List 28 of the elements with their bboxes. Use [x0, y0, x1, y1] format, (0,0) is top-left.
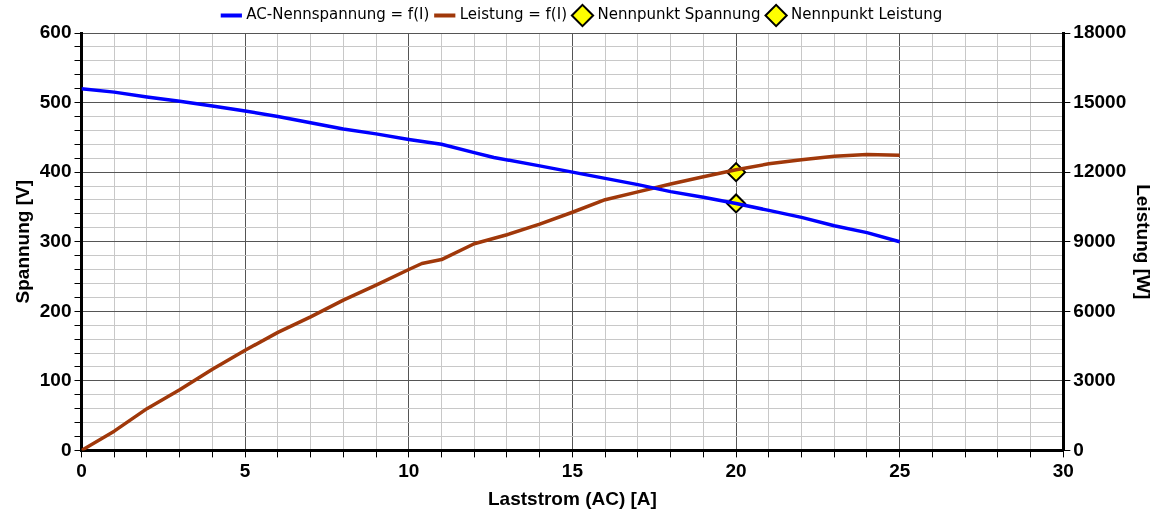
y-tick-label: 200	[39, 299, 72, 321]
y-axis-title: Spannung [V]	[11, 179, 33, 304]
y2-tick-label: 6000	[1073, 299, 1116, 321]
x-tick-label: 10	[398, 460, 420, 482]
x-tick-label: 30	[1052, 460, 1074, 482]
y-tick-label: 0	[60, 438, 72, 460]
x-tick-label: 0	[76, 460, 87, 482]
y2-tick-label: 15000	[1073, 90, 1127, 112]
legend-label: Nennpunkt Spannung	[597, 5, 761, 24]
x-tick-label: 15	[561, 460, 584, 482]
y-tick-label: 500	[39, 90, 72, 112]
x-tick-label: 5	[239, 460, 251, 482]
legend-label: Nennpunkt Leistung	[791, 5, 943, 24]
y2-tick-label: 3000	[1073, 369, 1116, 391]
y-tick-label: 300	[39, 229, 72, 251]
y2-tick-label: 18000	[1073, 21, 1127, 43]
y-tick-label: 600	[39, 21, 72, 43]
x-tick-label: 25	[889, 460, 911, 482]
y-tick-label: 400	[39, 160, 72, 182]
x-axis-title: Laststrom (AC) [A]	[487, 487, 657, 509]
y2-axis-title: Leistung [W]	[1133, 184, 1155, 300]
x-tick-label: 20	[725, 460, 747, 482]
legend-label: Leistung = f(I)	[459, 5, 567, 24]
y2-tick-label: 0	[1073, 438, 1084, 460]
y2-tick-label: 12000	[1073, 160, 1127, 182]
y-tick-label: 100	[39, 369, 72, 391]
legend-label: AC-Nennspannung = f(I)	[246, 5, 430, 24]
y2-tick-label: 9000	[1073, 229, 1116, 251]
